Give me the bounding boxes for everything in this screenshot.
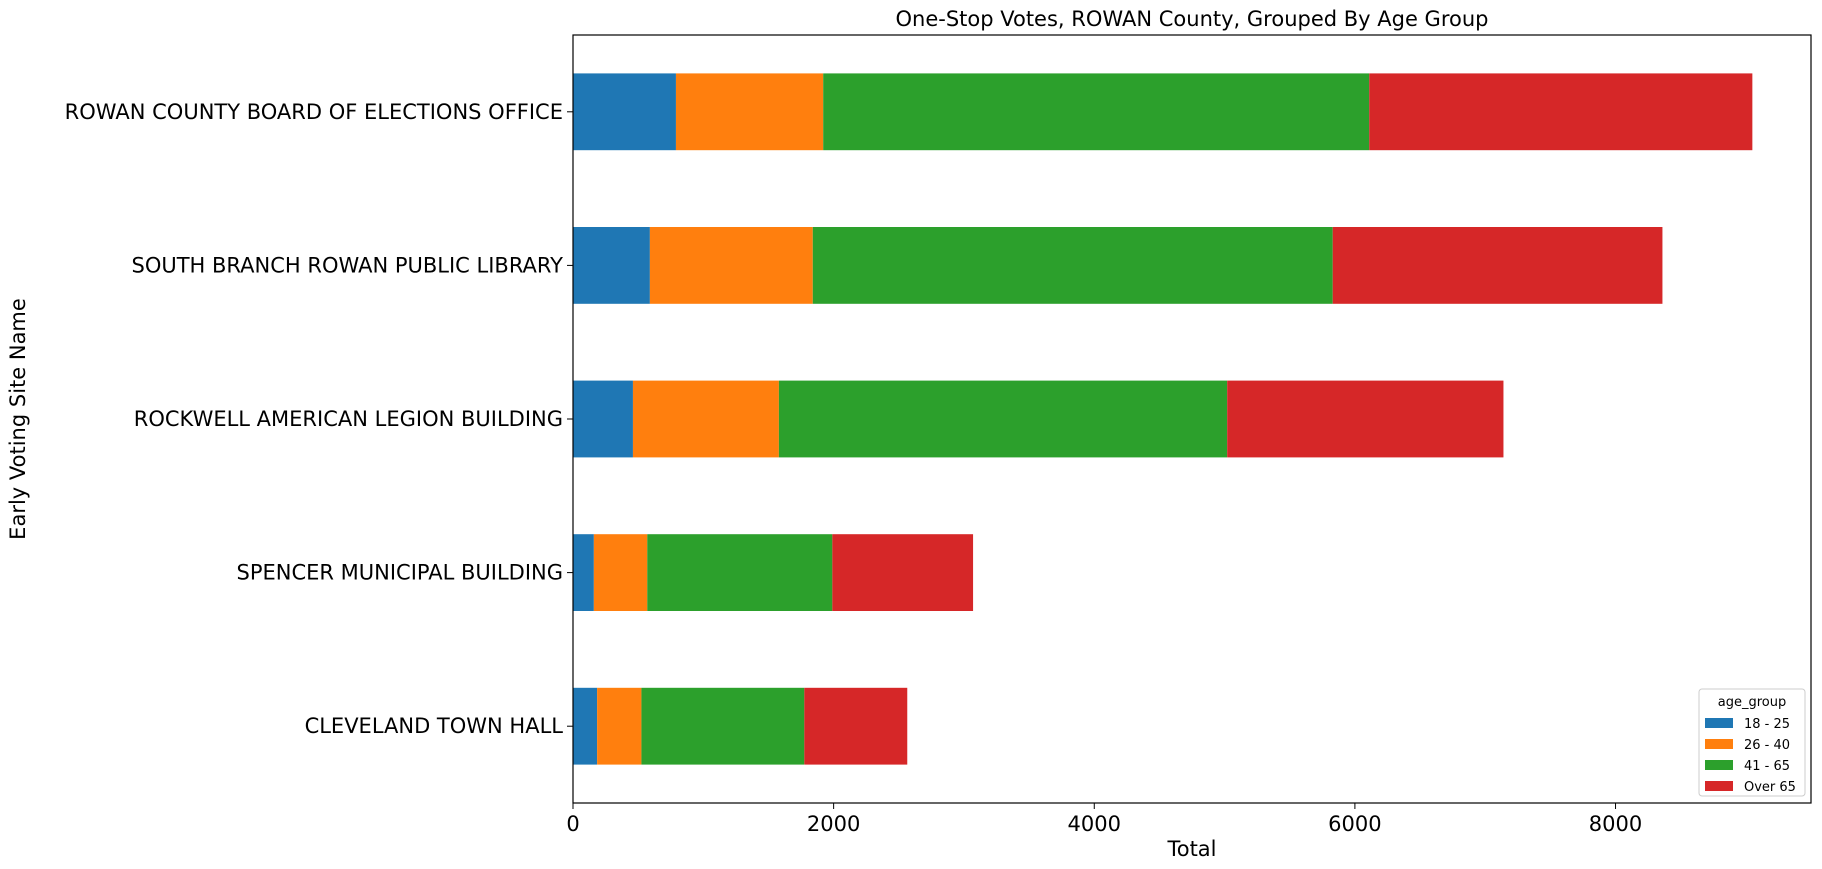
legend-label-4: Over 65 [1744,780,1796,795]
bar-3-series-2 [632,380,779,458]
bar-5-series-1 [573,687,598,765]
legend-label-1: 18 - 25 [1744,717,1790,732]
bars-group [573,73,1753,765]
bar-2-series-2 [649,227,813,304]
legend-title: age_group [1718,695,1786,710]
x-tick-label: 6000 [1328,812,1381,836]
y-tick-label: ROCKWELL AMERICAN LEGION BUILDING [134,407,563,431]
y-tick-label: SOUTH BRANCH ROWAN PUBLIC LIBRARY [131,253,563,277]
legend: age_group 18 - 25 26 - 40 41 - 65 Over 65 [1698,688,1806,797]
y-tick-label: CLEVELAND TOWN HALL [305,714,564,738]
bar-5-series-3 [641,687,805,765]
bar-1-series-1 [573,73,676,151]
bar-2-series-3 [812,227,1333,304]
x-tick-label: 2000 [807,812,860,836]
bar-3-series-4 [1227,380,1504,458]
legend-label-3: 41 - 65 [1744,759,1790,774]
bar-4-series-2 [593,534,648,611]
bar-5-series-4 [804,687,908,765]
x-tick-label: 4000 [1068,812,1121,836]
bar-4-series-1 [573,534,594,611]
y-tick-label: ROWAN COUNTY BOARD OF ELECTIONS OFFICE [65,100,563,124]
y-ticks: ROWAN COUNTY BOARD OF ELECTIONS OFFICE SO… [65,100,573,738]
x-ticks: 0 2000 4000 6000 8000 [566,803,1642,836]
bar-2-series-4 [1332,227,1663,304]
y-axis-label: Early Voting Site Name [6,298,30,540]
legend-swatch-3 [1705,760,1733,770]
bar-3-series-3 [778,380,1228,458]
bar-2-series-1 [573,227,650,304]
legend-label-2: 26 - 40 [1744,738,1790,753]
x-axis-label: Total [1166,837,1216,861]
bar-1-series-4 [1369,73,1753,151]
legend-swatch-2 [1705,739,1733,749]
bar-1-series-3 [823,73,1370,151]
bar-1-series-2 [675,73,824,151]
chart-title: One-Stop Votes, ROWAN County, Grouped By… [895,7,1488,31]
bar-5-series-2 [597,687,642,765]
x-tick-label: 8000 [1589,812,1642,836]
y-tick-label: SPENCER MUNICIPAL BUILDING [237,561,564,585]
legend-swatch-1 [1705,718,1733,728]
legend-swatch-4 [1705,781,1733,791]
bar-4-series-4 [832,534,974,611]
x-tick-label: 0 [566,812,579,836]
bar-3-series-1 [573,380,633,458]
bar-4-series-3 [647,534,833,611]
